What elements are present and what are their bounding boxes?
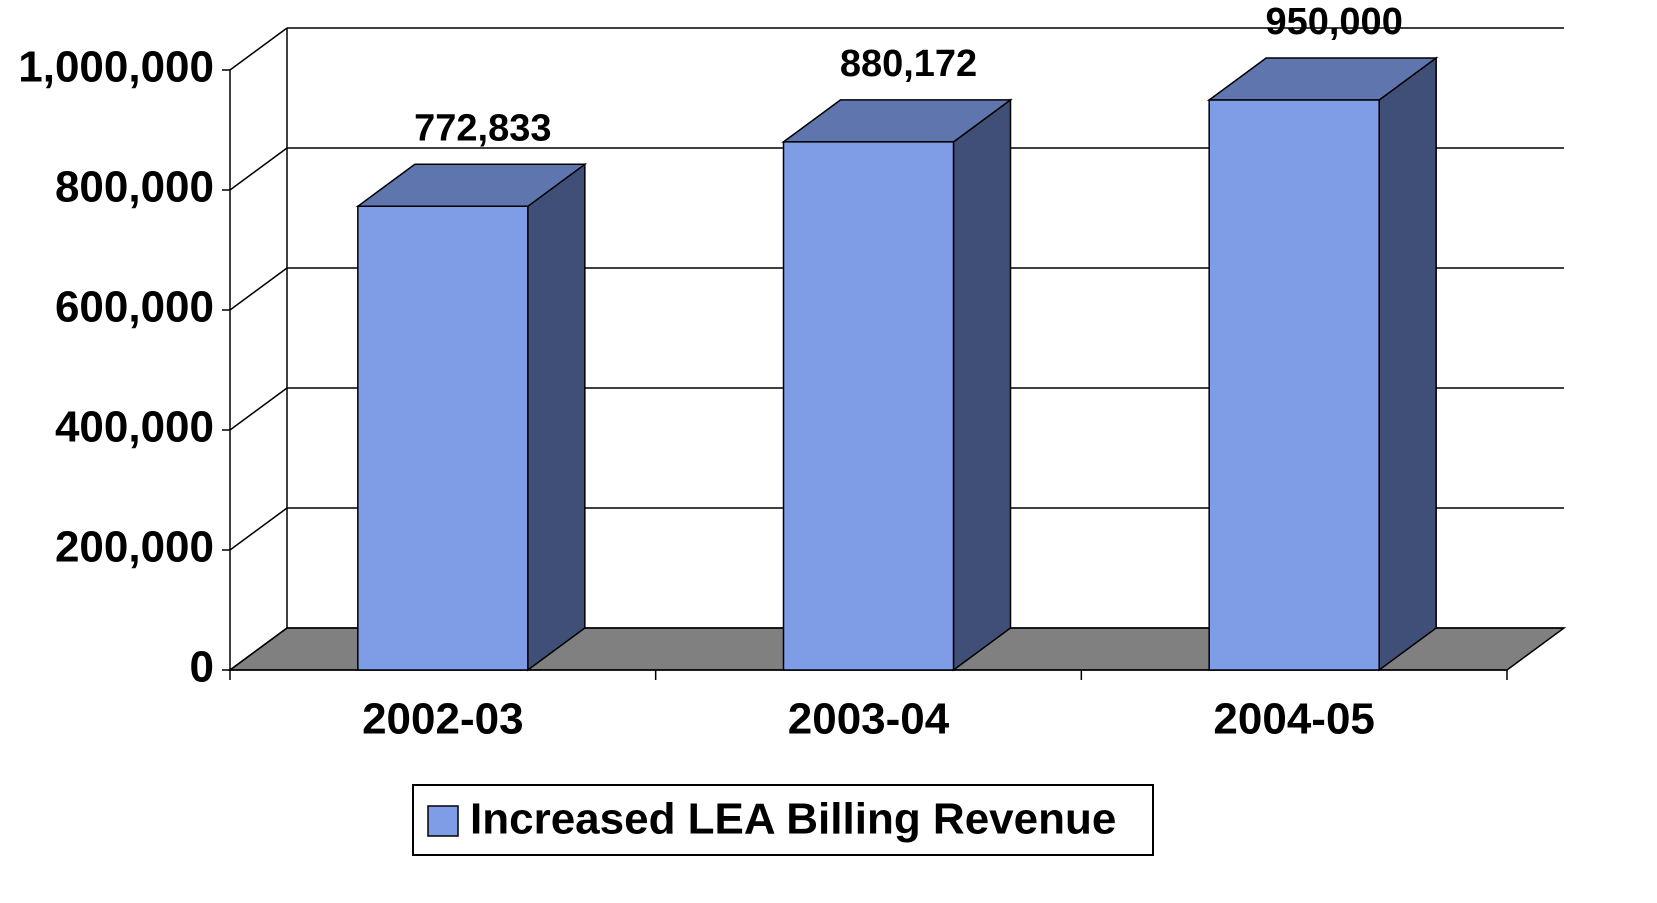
value-label: 772,833	[414, 107, 551, 149]
bar-side	[1378, 56, 1437, 672]
y-tick-label: 800,000	[55, 163, 214, 212]
side-grid-line	[229, 507, 288, 551]
y-tick-label: 0	[190, 643, 214, 692]
legend-swatch	[427, 805, 459, 837]
side-grid-line	[229, 147, 288, 191]
value-label: 880,172	[840, 43, 977, 85]
bar-side	[527, 162, 586, 672]
bar	[781, 98, 1013, 672]
side-grid-line	[229, 267, 288, 311]
x-tick-label: 2004-05	[1213, 695, 1374, 744]
y-tick-label: 600,000	[55, 283, 214, 332]
side-grid-line	[229, 387, 288, 431]
y-tick-label: 200,000	[55, 523, 214, 572]
bar-front	[357, 205, 529, 671]
side-grid-line	[229, 627, 288, 671]
x-tick-label: 2002-03	[362, 695, 523, 744]
bar-front	[1208, 99, 1380, 671]
bar	[355, 162, 588, 672]
y-tick-label: 400,000	[55, 403, 214, 452]
y-tick-label: 1,000,000	[18, 43, 214, 92]
legend-label: Increased LEA Billing Revenue	[470, 795, 1116, 844]
x-tick-label: 2003-04	[788, 695, 950, 744]
bar-side	[952, 98, 1012, 672]
side-grid-line	[229, 27, 288, 71]
bar	[1206, 56, 1439, 672]
bar-front	[782, 141, 955, 671]
legend-box	[412, 784, 1154, 856]
value-label: 950,000	[1265, 1, 1402, 43]
